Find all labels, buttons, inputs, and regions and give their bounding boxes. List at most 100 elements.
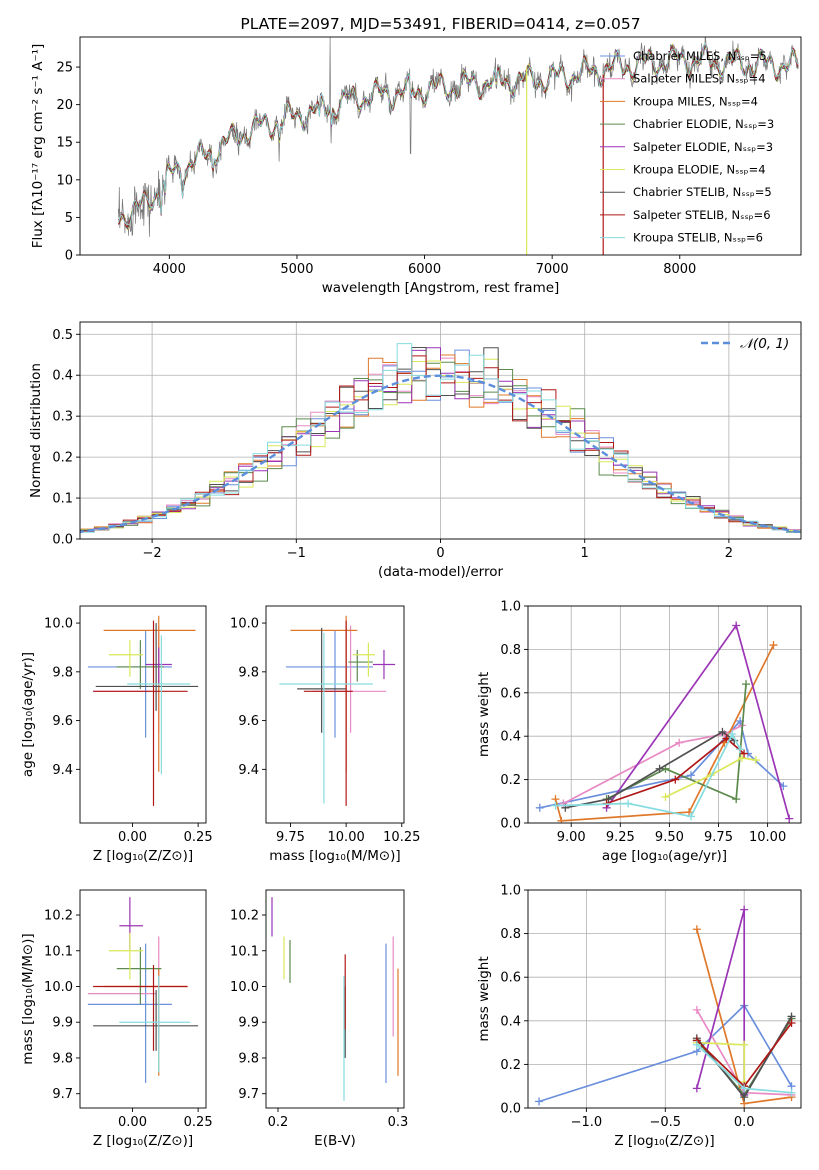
y-tick-label: 10.1: [44, 944, 73, 959]
y-tick-label: 0.4: [500, 1014, 521, 1029]
x-tick-label: 0.3: [388, 1115, 409, 1130]
x-tick-label: −0.5: [649, 1115, 681, 1130]
y-tick-label: 9.6: [238, 714, 259, 729]
y-tick-label: 1.0: [500, 600, 521, 615]
mass-weight-marker: [740, 1093, 749, 1102]
y-tick-label: 10.2: [44, 909, 73, 924]
y-tick-label: 0.6: [500, 686, 521, 701]
axes-age-vs-z: 0.00 0.25 9.4 9.6 9.8 10.0 Z [log₁₀(Z/Z⊙)] age …: [20, 605, 213, 864]
legend-label: Chabrier ELODIE, Nₛₛₚ=3: [633, 117, 774, 131]
mass-weight-marker: [551, 801, 560, 810]
mass-weight-marker: [661, 792, 670, 801]
x-axis-label: E(B-V): [314, 1133, 356, 1149]
axes-frame: [79, 889, 207, 1109]
x-tick-label: −1.0: [571, 1115, 603, 1130]
y-tick-label: 0.5: [52, 328, 73, 343]
x-axis-label: Z [log₁₀(Z/Z⊙)]: [614, 1133, 714, 1149]
y-tick-label: 10.0: [44, 980, 73, 995]
mass-weight-marker: [557, 816, 566, 823]
y-tick-label: 9.7: [52, 1087, 73, 1102]
axes-frame: [265, 889, 405, 1109]
y-axis-label: mass weight: [476, 956, 492, 1041]
plot-area: [87, 897, 199, 1083]
x-tick-label: 8000: [663, 262, 696, 277]
x-tick-label: 9.25: [606, 830, 635, 845]
mass-weight-marker: [535, 803, 544, 812]
y-tick-label: 9.8: [238, 1051, 259, 1066]
x-tick-label: 0.2: [268, 1115, 289, 1130]
mass-weight-line: [563, 724, 743, 805]
mass-weight-marker: [692, 1084, 701, 1093]
legend-label: Chabrier STELIB, Nₛₛₚ=5: [633, 185, 772, 199]
y-tick-label: 0: [65, 249, 73, 264]
mass-weight-marker: [736, 745, 745, 754]
x-tick-label: 0.25: [184, 830, 213, 845]
x-tick-label: 10.25: [383, 830, 420, 845]
mass-weight-marker: [692, 1005, 701, 1014]
y-tick-label: 0.8: [500, 643, 521, 658]
x-tick-label: 10.00: [328, 830, 365, 845]
y-tick-label: 0.4: [52, 369, 73, 384]
legend-label: Kroupa ELODIE, Nₛₛₚ=4: [633, 163, 766, 177]
mass-weight-marker: [687, 771, 696, 780]
mass-weight-marker: [675, 738, 684, 747]
mass-weight-line: [554, 644, 775, 822]
mass-weight-marker: [655, 764, 664, 773]
mass-weight-line: [605, 623, 791, 819]
y-tick-label: 0.0: [500, 817, 521, 832]
y-axis-label: mass [log₁₀(M/M⊙)]: [20, 933, 36, 1064]
y-tick-label: 10.1: [230, 944, 259, 959]
mass-weight-marker: [740, 1084, 749, 1093]
mass-weight-marker: [728, 730, 737, 739]
plot-area: [535, 621, 794, 823]
legend-label: Salpeter ELODIE, Nₛₛₚ=3: [633, 140, 773, 154]
mass-weight-marker: [740, 1040, 749, 1049]
y-tick-label: 0.4: [500, 730, 521, 745]
y-tick-label: 9.8: [238, 665, 259, 680]
mass-weight-marker: [671, 775, 680, 784]
y-tick-label: 0.2: [52, 451, 73, 466]
mass-weight-line: [539, 719, 784, 809]
x-axis-label: Z [log₁₀(Z/Z⊙)]: [93, 848, 193, 864]
x-tick-label: 0.00: [118, 1115, 147, 1130]
mass-weight-line: [606, 684, 747, 801]
plot-area: [535, 905, 796, 1108]
x-tick-label: 9.75: [704, 830, 733, 845]
mass-weight-marker: [718, 727, 727, 736]
axes-massweight-vs-age: 9.00 9.25 9.50 9.75 10.00 0.0 0.2 0.4 0.6 0.8 1.0 a…: [476, 600, 802, 864]
axes-massweight-vs-z: −1.0 −0.5 0.0 0.0 0.2 0.4 0.6 0.8 1.0 Z [log₁₀(Z/…: [476, 884, 802, 1149]
y-tick-label: 0.0: [52, 533, 73, 548]
mass-weight-marker: [785, 814, 794, 823]
mass-weight-line: [606, 737, 745, 805]
axes-mass-vs-z: 0.00 0.25 9.7 9.8 9.9 10.0 10.1 10.2 Z [log₁₀(Z/…: [20, 889, 213, 1149]
x-tick-label: 0: [436, 546, 444, 561]
y-tick-label: 9.9: [52, 1016, 73, 1031]
y-tick-label: 10.0: [230, 980, 259, 995]
axes-frame: [79, 36, 802, 256]
y-tick-label: 9.9: [238, 1016, 259, 1031]
x-tick-label: 10.00: [749, 830, 786, 845]
x-tick-label: 9.50: [655, 830, 684, 845]
legend-label: Salpeter MILES, Nₛₛₚ=4: [633, 72, 766, 86]
y-tick-label: 0.6: [500, 971, 521, 986]
gaussian-curve: [80, 374, 801, 534]
plot-area: [87, 615, 199, 806]
y-tick-label: 9.6: [52, 714, 73, 729]
x-tick-label: 2: [725, 546, 733, 561]
x-axis-label: (data-model)/error: [378, 564, 504, 580]
mass-weight-marker: [740, 749, 749, 758]
y-tick-label: 25: [56, 61, 73, 76]
y-axis-label: mass weight: [476, 672, 492, 757]
legend-label: Chabrier MILES, Nₛₛₚ=5: [633, 49, 767, 63]
legend-label: Kroupa MILES, Nₛₛₚ=4: [633, 94, 758, 108]
x-tick-label: 4000: [153, 262, 186, 277]
mass-weight-marker: [740, 905, 749, 914]
x-tick-label: −2: [143, 546, 162, 561]
x-tick-label: 1: [581, 546, 589, 561]
model-spectrum: [117, 42, 799, 226]
y-tick-label: 0.1: [52, 492, 73, 507]
x-tick-label: 7000: [536, 262, 569, 277]
y-axis-label: age [log₁₀(age/yr)]: [20, 652, 36, 777]
mass-weight-marker: [751, 756, 760, 765]
